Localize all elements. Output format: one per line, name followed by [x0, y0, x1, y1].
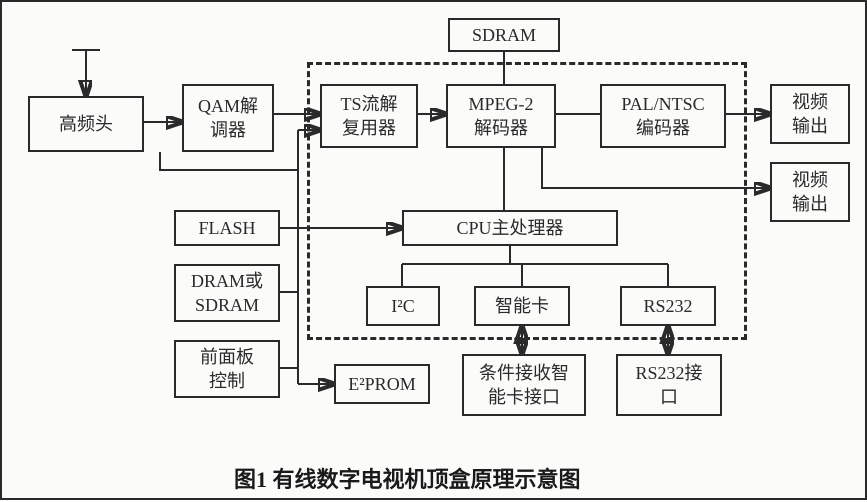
diagram-canvas: 高频头 QAM解调器 SDRAM TS流解复用器 MPEG-2解码器 PAL/NTSC编码… — [0, 0, 867, 500]
node-mpeg2: MPEG-2解码器 — [446, 84, 556, 148]
node-rs232: RS232 — [620, 286, 716, 326]
node-vout1: 视频输出 — [770, 84, 850, 144]
node-i2c: I²C — [366, 286, 440, 326]
edge-qam_tap-bus — [160, 152, 298, 170]
node-demux: TS流解复用器 — [320, 84, 418, 148]
node-tuner: 高频头 — [28, 96, 144, 152]
node-sdram_top: SDRAM — [448, 18, 560, 52]
node-vout2: 视频输出 — [770, 162, 850, 222]
figure-caption: 图1 有线数字电视机顶盒原理示意图 — [234, 462, 581, 494]
node-cpu: CPU主处理器 — [402, 210, 618, 246]
node-rs232if: RS232接口 — [616, 354, 722, 416]
node-front: 前面板控制 — [174, 340, 280, 398]
node-caif: 条件接收智能卡接口 — [462, 354, 586, 416]
node-qam: QAM解调器 — [182, 84, 274, 152]
node-e2prom: E²PROM — [334, 364, 430, 404]
node-smart: 智能卡 — [474, 286, 570, 326]
node-dram: DRAM或SDRAM — [174, 264, 280, 322]
node-flash: FLASH — [174, 210, 280, 246]
node-palntsc: PAL/NTSC编码器 — [600, 84, 726, 148]
